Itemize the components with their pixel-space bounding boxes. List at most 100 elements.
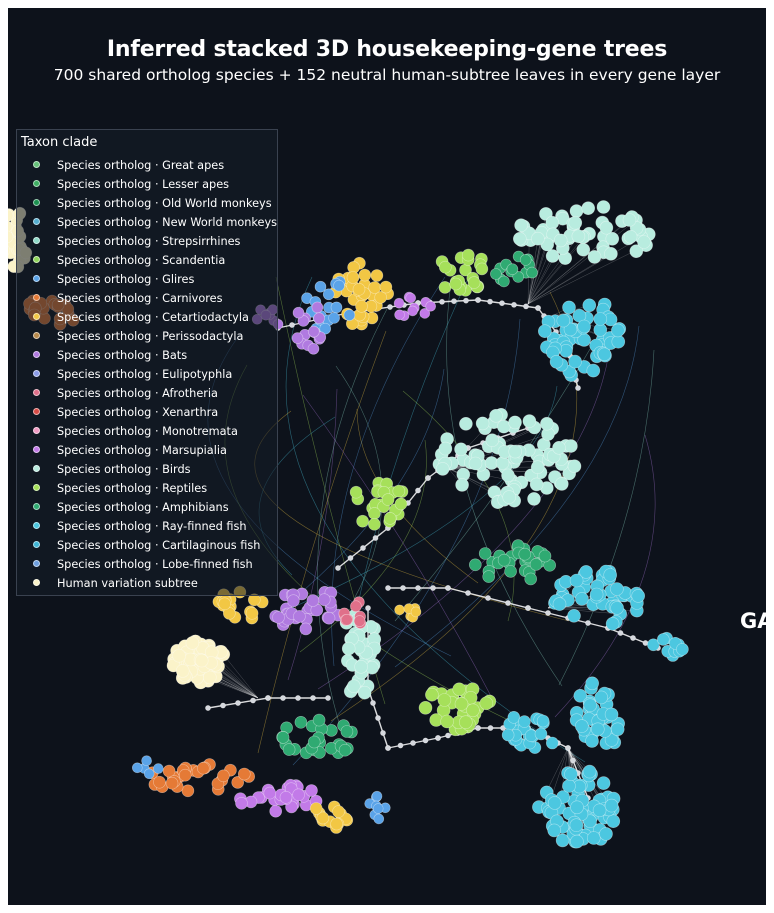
- leaf-node: [555, 833, 570, 848]
- leaf-node: [307, 342, 320, 355]
- leaf-node: [569, 818, 584, 833]
- internal-node: [445, 585, 451, 591]
- legend-swatch: [33, 218, 40, 225]
- leaf-node: [371, 790, 383, 802]
- leaf-node: [538, 549, 552, 563]
- legend-item: Human variation subtree: [17, 574, 277, 593]
- leaf-node: [269, 804, 283, 818]
- internal-node: [265, 695, 271, 701]
- cross-layer-link: [394, 325, 640, 668]
- leaf-node: [563, 322, 578, 337]
- legend-label: Species ortholog · Eulipotyphla: [57, 368, 233, 381]
- leaf-node: [610, 582, 624, 596]
- leaf-node: [292, 306, 305, 319]
- leaf-node: [604, 733, 619, 747]
- legend-item: Species ortholog · Perissodactyla: [17, 327, 277, 346]
- internal-node: [523, 303, 529, 310]
- leaf-node: [501, 468, 515, 483]
- legend-swatch: [33, 294, 40, 301]
- leaf-node: [440, 714, 454, 729]
- cross-layer-link: [558, 349, 655, 686]
- leaf-node: [181, 784, 195, 798]
- leaf-node: [238, 767, 251, 781]
- legend-swatch: [33, 522, 40, 529]
- leaf-node: [583, 698, 598, 713]
- leaf-node: [235, 796, 248, 810]
- leaf-node: [567, 608, 581, 623]
- cross-layer-link: [554, 434, 656, 718]
- legend-item: Species ortholog · New World monkeys: [17, 213, 277, 232]
- internal-node: [375, 715, 381, 721]
- legend-swatch: [33, 484, 40, 491]
- leaf-node: [582, 298, 597, 313]
- leaf-node: [8, 220, 13, 233]
- leaf-node: [418, 700, 433, 715]
- leaf-node: [276, 731, 290, 744]
- legend-label: Species ortholog · Amphibians: [57, 501, 229, 514]
- legend-label: Species ortholog · Marsupialia: [57, 444, 227, 457]
- leaf-node: [279, 790, 293, 804]
- leaf-node: [610, 601, 624, 615]
- leaf-node: [455, 478, 469, 492]
- leaf-node: [553, 233, 568, 248]
- leaf-node: [357, 685, 372, 700]
- leaf-node: [531, 231, 545, 246]
- leaf-node: [379, 280, 393, 294]
- leaf-node: [567, 459, 582, 474]
- leaf-node: [314, 280, 327, 293]
- internal-node: [475, 297, 481, 303]
- tree-edge: [527, 236, 642, 305]
- internal-node: [435, 735, 441, 741]
- internal-node: [570, 757, 576, 764]
- legend-swatch: [33, 161, 40, 168]
- internal-node: [485, 595, 491, 601]
- leaf-node: [354, 659, 368, 674]
- leaf-node: [529, 477, 544, 492]
- leaf-node: [340, 613, 353, 626]
- leaf-node: [501, 728, 515, 742]
- legend-swatch: [33, 427, 40, 434]
- leaf-node: [514, 218, 528, 232]
- legend-label: Human variation subtree: [57, 577, 198, 590]
- leaf-node: [368, 517, 381, 531]
- leaf-node: [410, 606, 422, 618]
- leaf-node: [368, 507, 381, 520]
- legend-swatch: [33, 541, 40, 548]
- legend-label: Species ortholog · Xenarthra: [57, 406, 219, 419]
- leaf-node: [316, 811, 330, 825]
- cross-layer-link: [299, 439, 427, 653]
- leaf-node: [508, 415, 522, 430]
- leaf-node: [586, 831, 601, 845]
- internal-node: [220, 702, 226, 709]
- leaf-node: [245, 606, 259, 620]
- leaf-node: [352, 282, 366, 296]
- leaf-node: [564, 439, 578, 453]
- legend-label: Species ortholog · Cetartiodactyla: [57, 311, 249, 324]
- leaf-node: [519, 254, 532, 266]
- leaf-node: [589, 587, 604, 602]
- leaf-node: [498, 275, 510, 288]
- leaf-node: [407, 305, 418, 317]
- internal-node: [425, 475, 431, 481]
- legend-swatch: [33, 332, 40, 339]
- leaf-node: [547, 823, 562, 838]
- leaf-node: [479, 696, 494, 711]
- legend-swatch: [33, 465, 40, 472]
- leaf-node: [622, 213, 637, 227]
- internal-node: [545, 610, 551, 616]
- leaf-node: [478, 547, 492, 560]
- cross-layer-link: [287, 388, 338, 681]
- leaf-node: [459, 416, 473, 431]
- leaf-node: [585, 676, 600, 691]
- leaf-node: [305, 784, 318, 797]
- cross-layer-link: [292, 318, 521, 766]
- legend-item: Species ortholog · Cartilaginous fish: [17, 536, 277, 555]
- leaf-node: [394, 604, 405, 616]
- legend-swatch: [33, 199, 40, 206]
- leaf-node: [466, 703, 480, 718]
- leaf-node: [172, 648, 186, 663]
- leaf-node: [518, 715, 531, 728]
- leaf-node: [623, 230, 638, 244]
- figure-title: Inferred stacked 3D housekeeping-gene tr…: [106, 37, 668, 62]
- leaf-node: [197, 761, 210, 775]
